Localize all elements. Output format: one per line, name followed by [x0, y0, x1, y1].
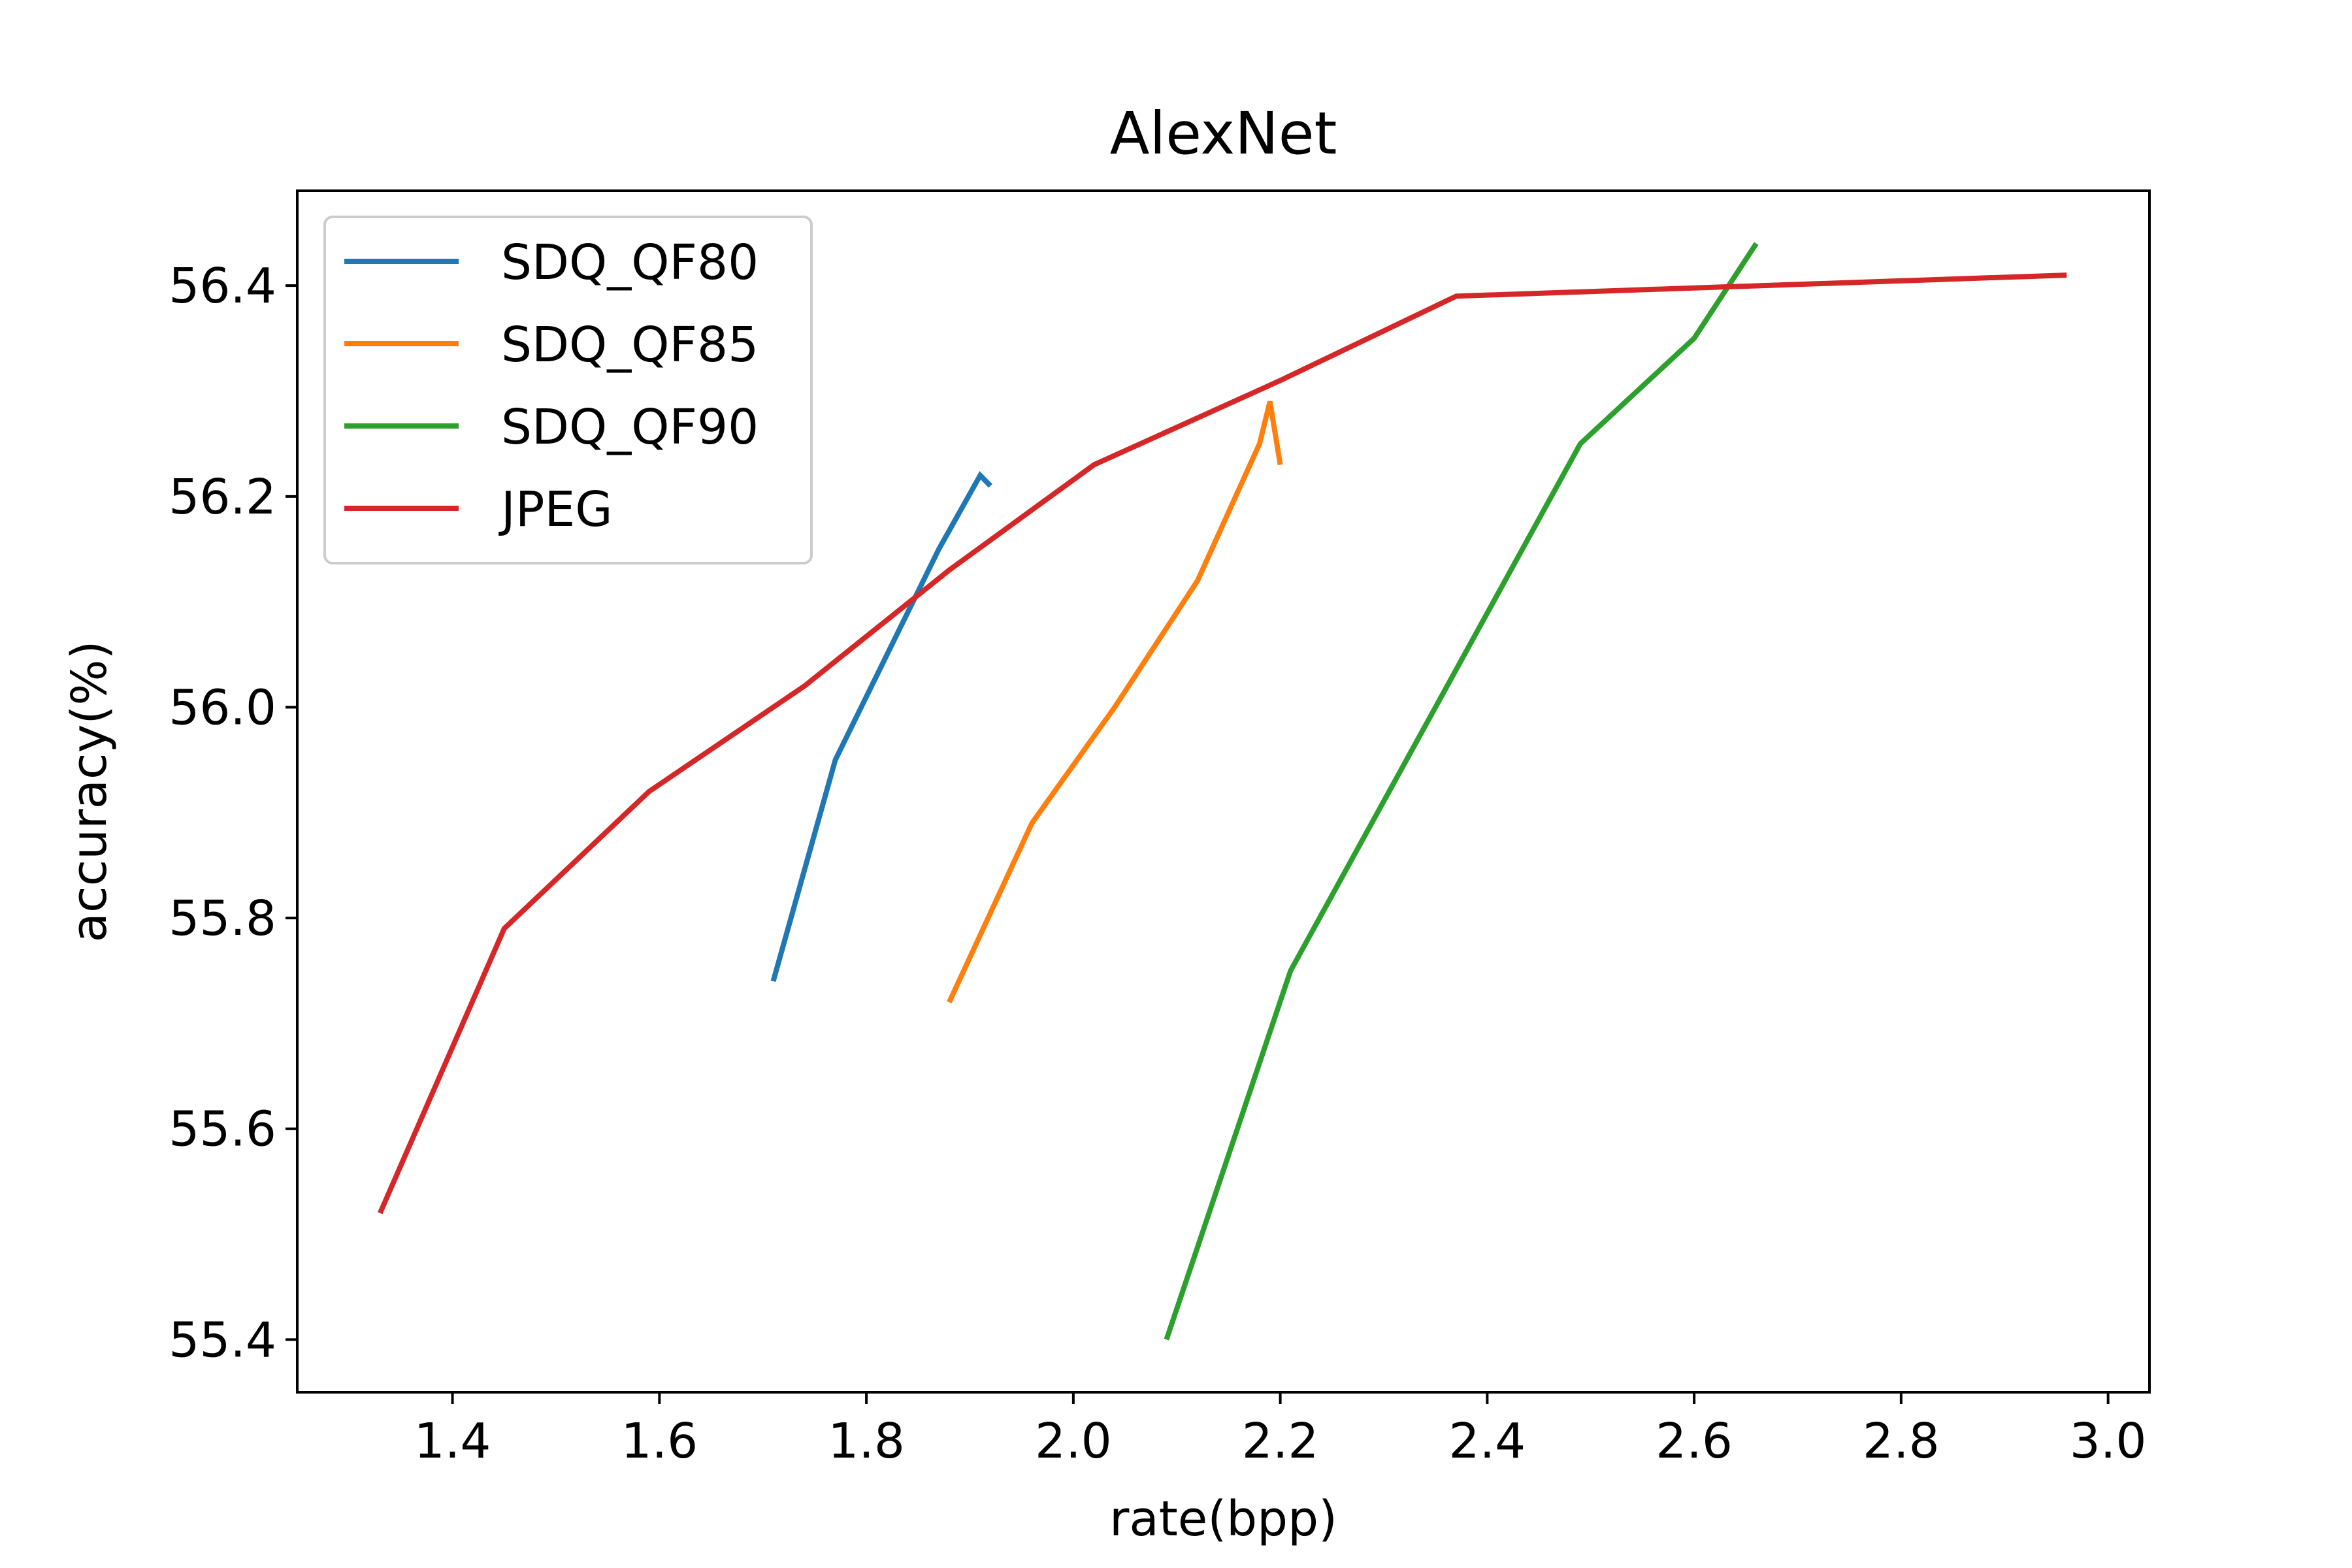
y-axis-title: accuracy(%) [61, 641, 118, 943]
plot-area-frame [296, 189, 2151, 1394]
chart-title: AlexNet [1110, 99, 1337, 167]
x-tick-label: 2.6 [1656, 1413, 1733, 1469]
series-line-sdq-qf85 [947, 400, 1283, 1004]
x-tick-label: 2.8 [1863, 1413, 1940, 1469]
y-tick-label: 55.6 [169, 1102, 276, 1158]
x-tick-label: 2.0 [1035, 1413, 1112, 1469]
legend-label: JPEG [498, 482, 613, 538]
x-tick-label: 1.4 [414, 1413, 491, 1469]
y-tick-label: 56.0 [169, 679, 276, 736]
legend: SDQ_QF80 SDQ_QF85 SDQ_QF90 JPEG [323, 216, 813, 564]
y-tick-label: 56.2 [169, 469, 276, 525]
x-axis: 1.4 1.6 1.8 2.0 2.2 2.4 2.6 2.8 3.0 [414, 1392, 2147, 1469]
legend-box [323, 216, 813, 564]
x-tick-label: 2.4 [1449, 1413, 1526, 1469]
x-tick-label: 1.6 [621, 1413, 698, 1469]
series-line-jpeg [378, 272, 2067, 1215]
series-line-sdq-qf90 [1164, 242, 1759, 1341]
x-tick-label: 2.2 [1242, 1413, 1319, 1469]
x-axis-title: rate(bpp) [1109, 1491, 1337, 1547]
x-tick-label: 3.0 [2070, 1413, 2147, 1469]
legend-label: SDQ_QF90 [501, 399, 759, 455]
y-tick-label: 55.8 [169, 890, 276, 947]
legend-label: SDQ_QF80 [501, 235, 759, 291]
y-tick-label: 55.4 [169, 1312, 276, 1368]
x-tick-label: 1.8 [828, 1413, 905, 1469]
y-axis: 55.4 55.6 55.8 56.0 56.2 56.4 [169, 258, 297, 1368]
series-line-sdq-qf80 [770, 470, 992, 982]
series-layer [378, 242, 2067, 1341]
legend-label: SDQ_QF85 [501, 317, 759, 373]
y-tick-label: 56.4 [169, 258, 276, 314]
